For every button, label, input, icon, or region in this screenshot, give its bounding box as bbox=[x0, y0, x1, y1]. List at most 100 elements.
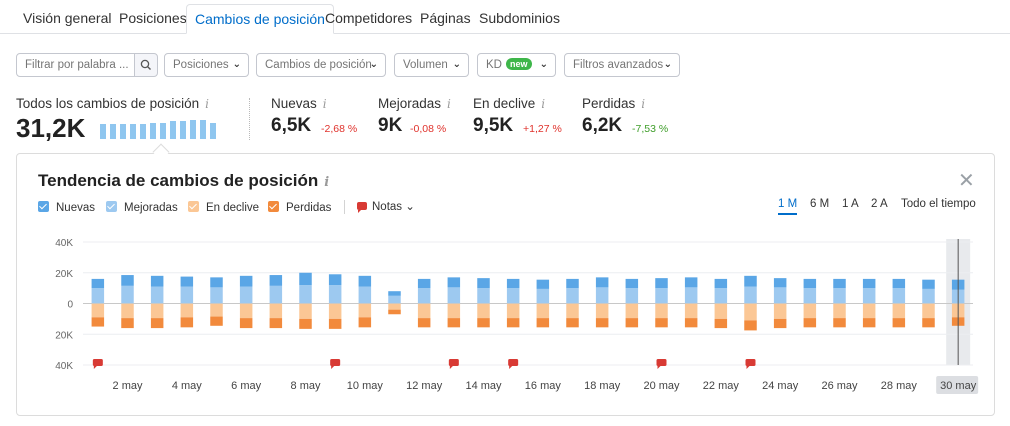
legend-label: Mejoradas bbox=[124, 202, 178, 214]
notes-dropdown[interactable]: Notas ⌄ bbox=[357, 199, 415, 213]
bar-mejoradas bbox=[655, 288, 668, 304]
bar-nuevas bbox=[714, 278, 728, 289]
note-flag-tail bbox=[657, 365, 662, 369]
period-1m[interactable]: 1 M bbox=[778, 198, 798, 215]
period-2a[interactable]: 2 A bbox=[871, 198, 888, 210]
bar-mejoradas bbox=[121, 285, 134, 304]
x-tick-label: 14 may bbox=[465, 380, 502, 392]
chevron-down-icon: ⌄ bbox=[663, 59, 672, 70]
bar-nuevas bbox=[803, 278, 817, 289]
metric-en-declive-value: 9,5K bbox=[473, 115, 514, 136]
bar-mejoradas bbox=[625, 288, 639, 304]
info-icon[interactable]: i bbox=[641, 97, 646, 111]
advanced-filters-label: Filtros avanzados bbox=[573, 59, 664, 71]
x-tick-label: 6 may bbox=[231, 380, 261, 392]
tab-competidores[interactable]: Competidores bbox=[325, 10, 413, 26]
legend-perdidas[interactable]: Perdidas bbox=[268, 201, 331, 214]
bar-perdidas bbox=[684, 318, 698, 328]
bar-nuevas bbox=[417, 278, 431, 289]
bar-en-declive bbox=[595, 303, 609, 319]
bar-en-declive bbox=[299, 303, 312, 319]
x-tick-label: 10 may bbox=[347, 380, 384, 392]
note-flag-tail bbox=[93, 365, 98, 369]
x-tick-label: 22 may bbox=[703, 380, 740, 392]
mini-trend-bar bbox=[200, 120, 206, 139]
chevron-down-icon: ⌄ bbox=[405, 201, 415, 213]
mini-trend-bar bbox=[110, 124, 116, 139]
bar-nuevas bbox=[180, 276, 194, 287]
bar-en-declive bbox=[269, 303, 283, 319]
bar-perdidas bbox=[655, 318, 668, 328]
bar-perdidas bbox=[121, 318, 134, 329]
tab-vision-general[interactable]: Visión general bbox=[23, 10, 112, 26]
x-tick-label: 12 may bbox=[406, 380, 443, 392]
positions-filter-label: Posiciones bbox=[173, 59, 229, 71]
positions-filter-dropdown[interactable]: Posiciones ⌄ bbox=[164, 53, 249, 77]
mini-trend-bar bbox=[150, 123, 156, 139]
bar-en-declive bbox=[210, 303, 223, 317]
note-flag-icon bbox=[92, 359, 103, 366]
bar-nuevas bbox=[388, 291, 401, 296]
position-changes-filter-dropdown[interactable]: Cambios de posición ⌄ bbox=[256, 53, 386, 77]
bar-mejoradas bbox=[447, 287, 461, 304]
bar-mejoradas bbox=[210, 287, 223, 304]
bar-en-declive bbox=[328, 303, 342, 319]
close-icon[interactable]: ✕ bbox=[958, 170, 975, 192]
bar-nuevas bbox=[744, 275, 757, 287]
kd-filter-dropdown[interactable]: KD new ⌄ bbox=[477, 53, 556, 77]
legend-mejoradas[interactable]: Mejoradas bbox=[106, 201, 178, 214]
info-icon[interactable]: i bbox=[447, 97, 451, 111]
bar-mejoradas bbox=[922, 288, 935, 304]
panel-title-text: Tendencia de cambios de posición bbox=[38, 171, 319, 190]
bar-mejoradas bbox=[388, 295, 401, 304]
bar-nuevas bbox=[862, 278, 876, 289]
period-6m[interactable]: 6 M bbox=[810, 198, 830, 210]
tab-posiciones[interactable]: Posiciones bbox=[119, 10, 187, 26]
keyword-filter-input[interactable]: Filtrar por palabra ... bbox=[16, 53, 135, 77]
x-tick-label: 24 may bbox=[762, 380, 799, 392]
bar-en-declive bbox=[239, 303, 253, 319]
volume-filter-dropdown[interactable]: Volumen ⌄ bbox=[394, 53, 469, 77]
metric-perdidas-value: 6,2K bbox=[582, 115, 623, 136]
legend-nuevas[interactable]: Nuevas bbox=[38, 201, 95, 214]
info-icon[interactable]: i bbox=[541, 97, 546, 111]
bar-nuevas bbox=[477, 278, 490, 289]
tab-paginas[interactable]: Páginas bbox=[420, 10, 471, 26]
bar-mejoradas bbox=[180, 286, 194, 304]
bar-en-declive bbox=[121, 303, 134, 319]
metric-label-text: En declive bbox=[473, 96, 536, 111]
tab-subdominios[interactable]: Subdominios bbox=[479, 10, 560, 26]
metric-mejoradas-value: 9K bbox=[378, 115, 403, 136]
bar-mejoradas bbox=[566, 288, 579, 304]
period-all-time[interactable]: Todo el tiempo bbox=[901, 198, 976, 210]
bar-nuevas bbox=[91, 278, 105, 289]
bar-nuevas bbox=[773, 278, 787, 288]
info-icon[interactable]: i bbox=[205, 97, 209, 111]
bar-nuevas bbox=[922, 279, 935, 289]
bar-en-declive bbox=[922, 303, 935, 319]
info-icon[interactable]: i bbox=[324, 175, 330, 190]
bar-nuevas bbox=[625, 278, 639, 289]
bar-perdidas bbox=[714, 318, 728, 329]
tab-cambios-de-posicion[interactable]: Cambios de posición bbox=[186, 4, 334, 34]
bar-mejoradas bbox=[477, 288, 490, 304]
bar-nuevas bbox=[655, 278, 668, 289]
legend-en-declive[interactable]: En declive bbox=[188, 201, 259, 214]
mini-trend-bar bbox=[180, 121, 186, 139]
x-tick-label: 8 may bbox=[291, 380, 321, 392]
bar-en-declive bbox=[625, 303, 639, 319]
kd-filter-label: KD bbox=[486, 59, 502, 71]
x-tick-label: 30 may bbox=[940, 380, 977, 392]
bar-en-declive bbox=[506, 303, 520, 319]
search-button[interactable] bbox=[134, 53, 158, 77]
note-flag-icon bbox=[508, 359, 519, 366]
note-flag-icon bbox=[745, 359, 756, 366]
note-flag-icon bbox=[448, 359, 459, 366]
advanced-filters-dropdown[interactable]: Filtros avanzados ⌄ bbox=[564, 53, 680, 77]
info-icon[interactable]: i bbox=[322, 97, 327, 111]
metric-nuevas-delta: -2,68 % bbox=[321, 123, 358, 135]
period-1a[interactable]: 1 A bbox=[842, 198, 859, 210]
bar-perdidas bbox=[210, 316, 223, 326]
bar-en-declive bbox=[684, 303, 698, 319]
